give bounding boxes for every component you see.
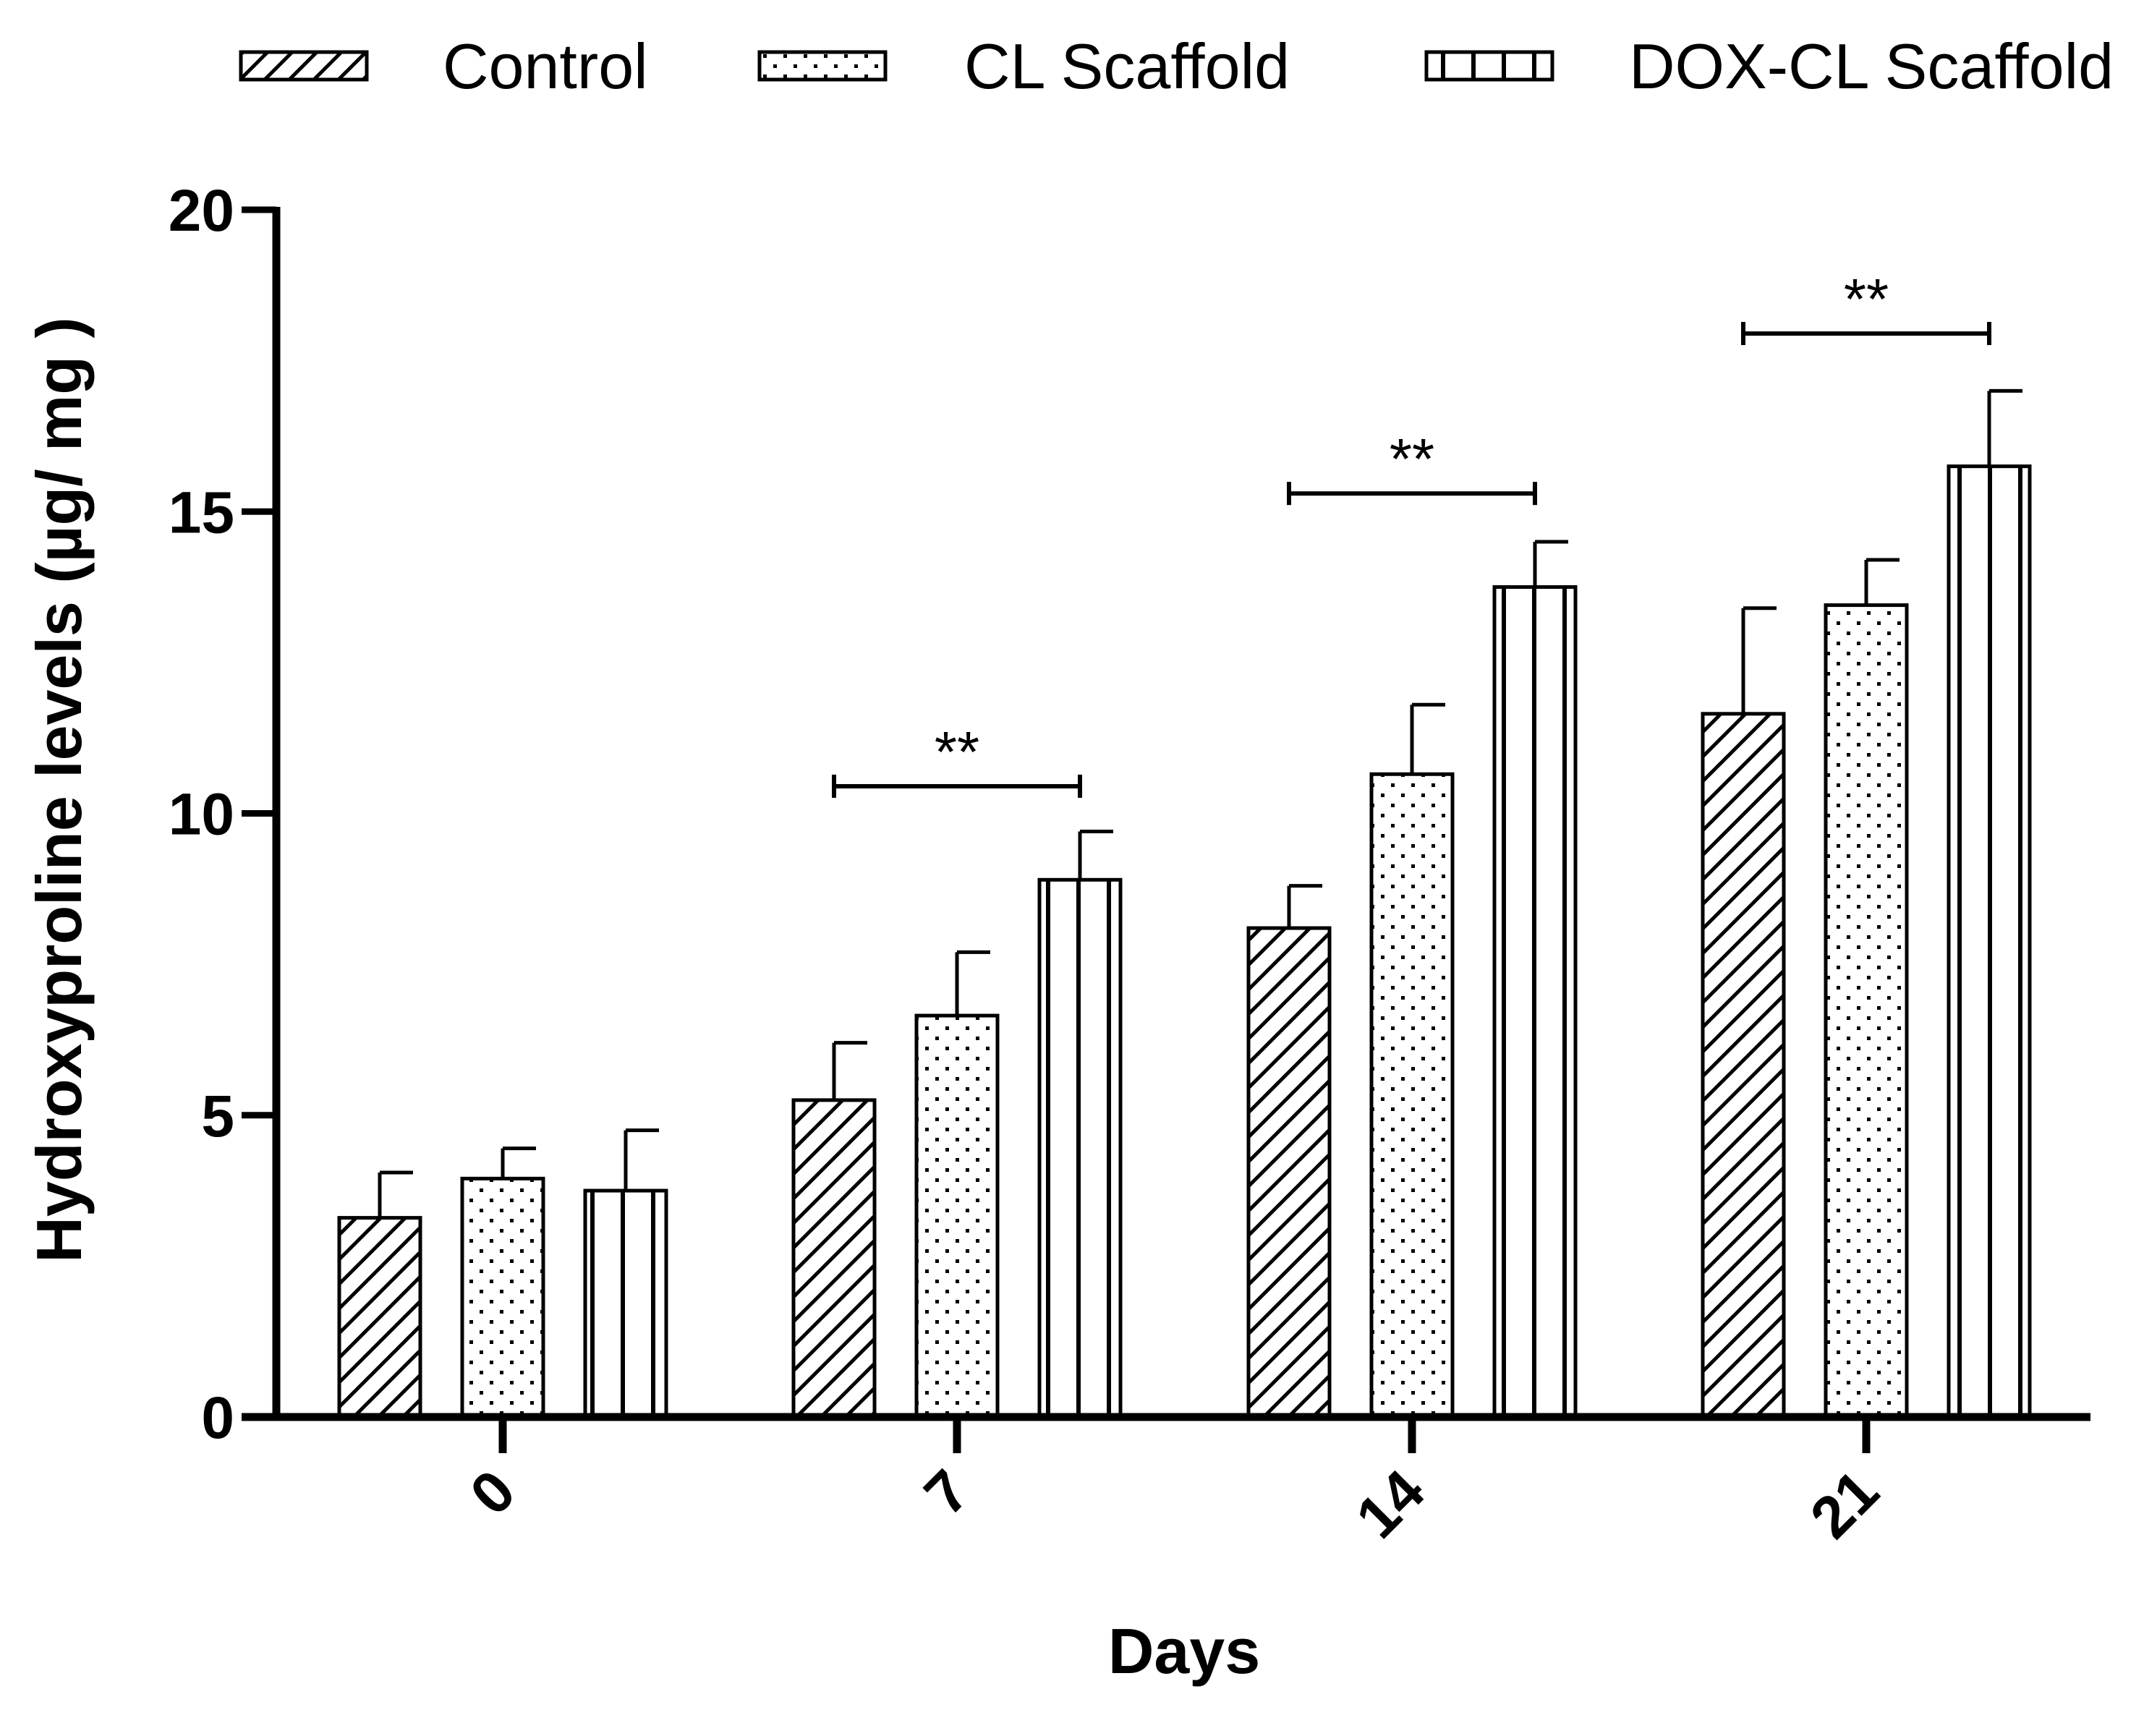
bar-cl-scaffold-day-0 [460,1176,545,1419]
x-tick-label: 0 [458,1458,528,1528]
bar-control-day-0 [337,1216,422,1419]
x-tick-label: 7 [912,1458,982,1528]
significance-label: ** [1390,427,1434,491]
significance-label: ** [1844,267,1889,331]
legend-swatch-cl-scaffold [757,50,888,82]
x-tick-label: 14 [1344,1458,1437,1551]
bar-control-day-21 [1701,712,1786,1419]
legend-swatch-dox-cl-scaffold [1424,50,1554,82]
legend-swatch-control [239,50,369,82]
y-tick-label: 5 [201,1084,234,1149]
bar-dox-cl-scaffold-day-0 [583,1188,668,1419]
axes-group: 0 5 10 15 20 0 7 14 21 [169,178,2090,1551]
y-tick-label: 10 [169,782,234,848]
bar-control-day-7 [791,1098,877,1419]
bar-cl-scaffold-day-7 [914,1013,1000,1419]
bar-dox-cl-scaffold-day-21 [1947,464,2032,1419]
bars-group [337,388,2032,1419]
x-axis-title: Days [1108,1615,1260,1687]
y-tick-label: 15 [169,480,234,545]
legend-label: CL Scaffold [964,30,1290,102]
bar-dox-cl-scaffold-day-14 [1492,585,1578,1419]
bar-cl-scaffold-day-21 [1824,603,1909,1419]
significance-label: ** [935,720,979,784]
y-tick-label: 0 [201,1385,234,1451]
significance-group: ** ** ** [832,267,1991,798]
bar-control-day-14 [1246,926,1332,1419]
bar-dox-cl-scaffold-day-7 [1037,877,1123,1419]
y-axis-title: Hydroxyproline levels (µg/ mg ) [23,317,95,1262]
legend: Control CL Scaffold DOX-CL Scaffold [239,30,2114,102]
legend-label: DOX-CL Scaffold [1629,30,2114,102]
y-tick-label: 20 [169,178,234,244]
bar-cl-scaffold-day-14 [1369,772,1455,1419]
x-tick-label: 21 [1798,1458,1892,1551]
legend-label: Control [443,30,648,102]
